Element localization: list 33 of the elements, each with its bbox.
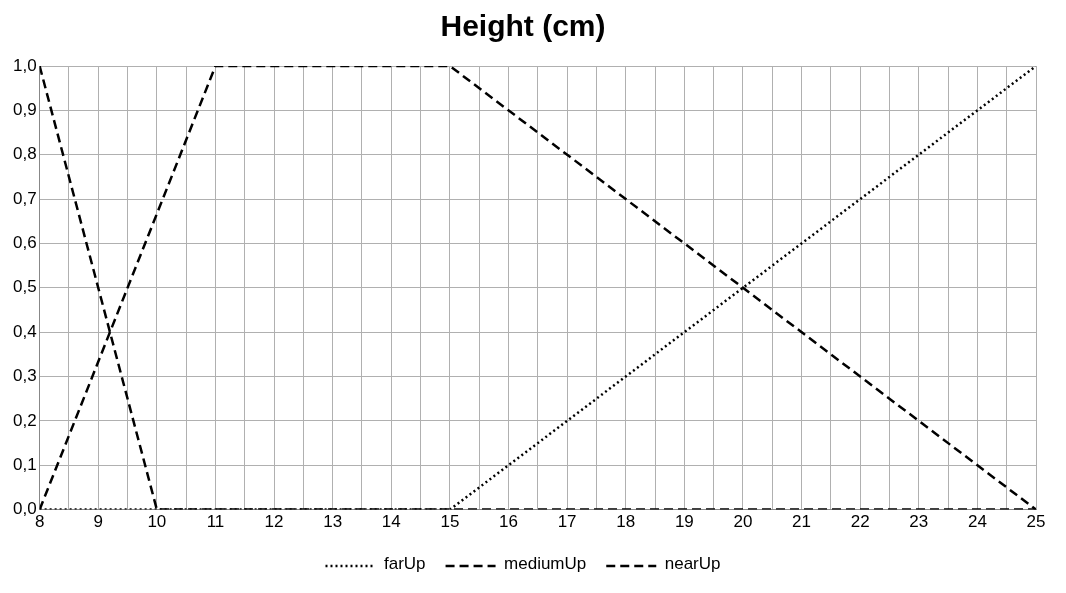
legend-label: mediumUp: [504, 554, 587, 574]
y-tick-label: 0,6: [12, 233, 37, 253]
y-tick-label: 0,8: [12, 144, 37, 164]
y-tick-label: 0,0: [12, 499, 37, 519]
x-tick-label: 8: [34, 512, 45, 532]
x-tick-label: 20: [733, 512, 753, 532]
x-tick-label: 22: [850, 512, 870, 532]
x-tick-label: 9: [93, 512, 103, 532]
y-tick-label: 0,1: [12, 454, 37, 474]
y-tick-label: 0,2: [12, 410, 37, 430]
legend-label: farUp: [383, 554, 426, 574]
y-tick-label: 0,3: [12, 366, 37, 386]
x-tick-label: 16: [499, 512, 518, 532]
x-tick-label: 19: [674, 512, 694, 532]
y-tick-label: 0,7: [12, 188, 37, 208]
chart-title: Height (cm): [440, 9, 606, 43]
x-tick-label: 15: [440, 512, 460, 532]
x-tick-label: 25: [1026, 512, 1046, 532]
x-tick-label: 24: [967, 512, 987, 532]
y-tick-label: 0,5: [12, 277, 37, 297]
x-tick-label: 18: [616, 512, 636, 532]
x-tick-label: 17: [557, 512, 577, 532]
y-tick-label: 0,9: [12, 100, 37, 120]
x-tick-label: 11: [206, 512, 225, 532]
x-tick-label: 14: [381, 512, 401, 532]
x-tick-label: 23: [909, 512, 929, 532]
x-tick-label: 10: [147, 512, 167, 532]
x-tick-label: 21: [792, 512, 812, 532]
y-tick-label: 0,4: [12, 321, 37, 341]
x-tick-label: 13: [323, 512, 343, 532]
x-tick-label: 12: [264, 512, 284, 532]
y-tick-label: 1,0: [12, 55, 37, 75]
legend-label: nearUp: [664, 554, 721, 574]
